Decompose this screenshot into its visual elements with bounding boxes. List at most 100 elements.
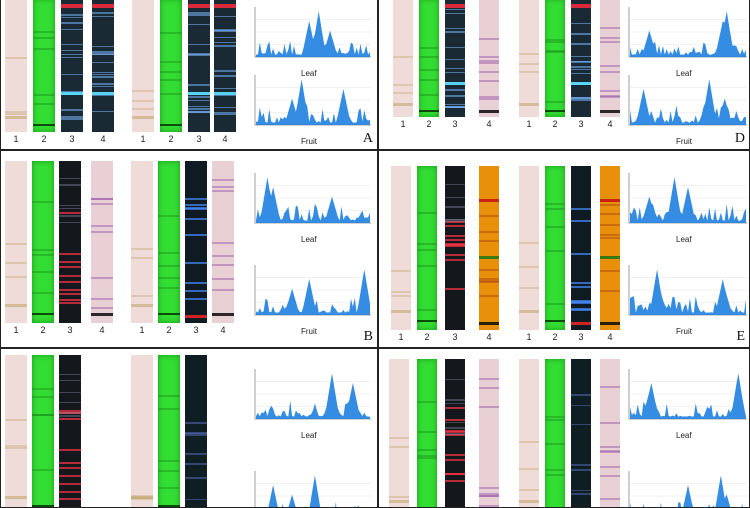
tlc-band [479, 55, 499, 58]
densitogram-leaf [628, 369, 747, 420]
tlc-band [571, 55, 591, 58]
tlc-band [61, 43, 83, 46]
tlc-band [479, 386, 499, 389]
chart-title: Leaf [676, 69, 692, 78]
tlc-band [214, 30, 236, 32]
tlc-band [61, 53, 83, 56]
lane-number: 1 [398, 332, 404, 342]
lane-number: 3 [452, 119, 458, 129]
lane-number: 1 [140, 134, 146, 144]
lane-number: 4 [486, 332, 492, 342]
tlc-band [5, 445, 27, 448]
tlc-band [571, 97, 591, 99]
tlc-band [445, 8, 465, 10]
tlc-band [419, 69, 439, 72]
tlc-band [479, 231, 499, 234]
tlc-lane [479, 0, 499, 117]
densitogram-leaf [254, 173, 371, 224]
tlc-band [33, 31, 55, 34]
tlc-band [479, 60, 499, 63]
tlc-band [479, 71, 499, 74]
lane-number: 1 [13, 134, 19, 144]
tlc-band [479, 505, 499, 507]
tlc-band [519, 489, 539, 492]
tlc-band [600, 203, 620, 206]
tlc-band [519, 286, 539, 289]
tlc-band [545, 474, 565, 477]
tlc-band [417, 243, 437, 246]
tlc-band [519, 241, 539, 244]
tlc-band [600, 446, 620, 449]
tlc-band [59, 204, 81, 207]
tlc-band [212, 254, 234, 257]
tlc-band [185, 218, 207, 221]
tlc-band [91, 225, 113, 228]
chart-title: Leaf [301, 235, 317, 244]
tlc-band [545, 41, 565, 44]
tlc-band [188, 96, 210, 98]
tlc-lane [519, 0, 539, 117]
tlc-band [600, 474, 620, 477]
tlc-band [571, 321, 591, 325]
tlc-band [545, 109, 565, 112]
tlc-band [519, 499, 539, 503]
tlc-band [393, 102, 413, 106]
tlc-band [59, 215, 81, 217]
tlc-band [445, 402, 465, 405]
tlc-band [59, 412, 81, 414]
tlc-band [545, 226, 565, 229]
densitogram-leaf [254, 7, 371, 58]
tlc-band [188, 14, 210, 16]
tlc-band [600, 386, 620, 389]
lane-number: 3 [69, 134, 75, 144]
tlc-band [519, 467, 539, 470]
tlc-band [445, 453, 465, 456]
tlc-band [445, 473, 465, 476]
tlc-band [545, 249, 565, 252]
tlc-band [92, 45, 114, 48]
tlc-band [158, 286, 180, 289]
tlc-band [519, 63, 539, 66]
tlc-lane [417, 166, 437, 330]
tlc-band [158, 505, 180, 507]
densitogram-leaf [254, 369, 371, 420]
densitogram-peaks [630, 269, 746, 315]
tlc-band [571, 33, 591, 35]
tlc-band [212, 313, 234, 317]
figure-panel-b: 1 2 3 4 1 2 3 4 Leaf Fruit B [0, 150, 378, 348]
densitogram-leaf [628, 173, 747, 224]
tlc-band [92, 53, 114, 56]
lane-number: 4 [222, 134, 228, 144]
tlc-band [59, 274, 81, 277]
tlc-band [479, 198, 499, 202]
tlc-band [545, 38, 565, 41]
tlc-lane [188, 0, 210, 132]
tlc-lane [92, 0, 114, 132]
densitogram-fruit [628, 75, 747, 126]
densitogram-peaks [268, 475, 359, 507]
tlc-band [445, 89, 465, 91]
tlc-band [59, 373, 81, 376]
lane-number: 2 [552, 119, 558, 129]
lane-number: 1 [526, 332, 532, 342]
tlc-band [445, 238, 465, 241]
tlc-lane [571, 166, 591, 330]
tlc-band [419, 79, 439, 82]
tlc-band [92, 110, 114, 113]
tlc-lane [185, 161, 207, 323]
tlc-band [160, 70, 182, 73]
tlc-band [61, 118, 83, 120]
tlc-band [188, 84, 210, 86]
lane-number: 2 [168, 134, 174, 144]
tlc-band [188, 99, 210, 102]
tlc-band [600, 198, 620, 202]
tlc-band [600, 94, 620, 97]
panel-label: A [362, 131, 373, 146]
tlc-band [32, 248, 54, 251]
tlc-band [5, 276, 27, 279]
tlc-lane [519, 359, 539, 507]
tlc-lane [185, 355, 207, 507]
tlc-band [5, 113, 27, 116]
tlc-band [419, 55, 439, 58]
tlc-band [214, 111, 236, 114]
